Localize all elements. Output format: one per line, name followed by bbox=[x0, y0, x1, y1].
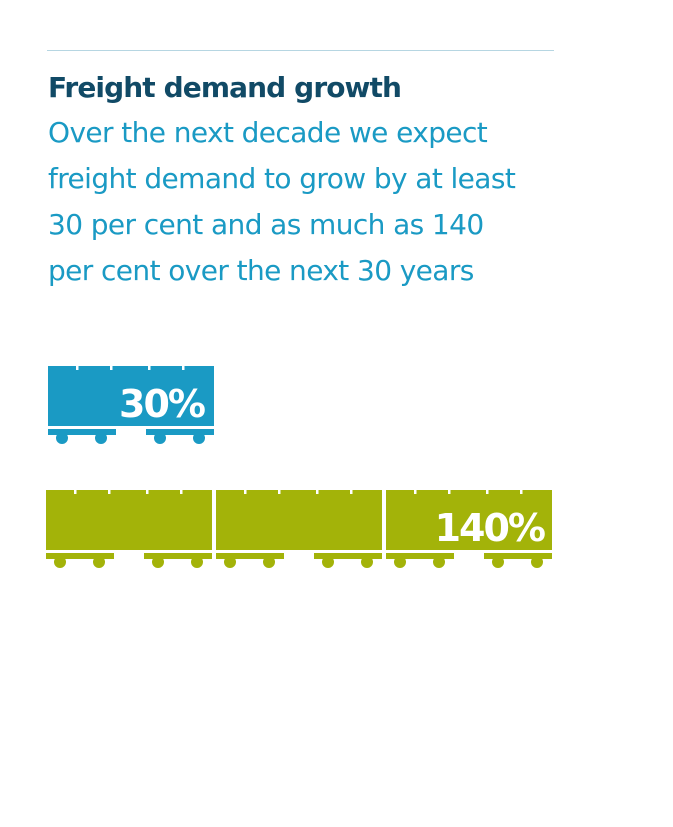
top-divider bbox=[47, 50, 554, 51]
freight-train-30-icon: 30% bbox=[48, 366, 214, 444]
page-subtitle: Over the next decade we expect freight d… bbox=[48, 116, 516, 287]
page-title: Freight demand growth bbox=[48, 71, 402, 104]
wagon-2 bbox=[216, 490, 382, 568]
wagon-3 bbox=[386, 490, 552, 568]
wagons-group bbox=[46, 490, 552, 568]
train-label-140: 140% bbox=[435, 506, 545, 550]
wagons-group bbox=[48, 366, 214, 444]
wagon-1 bbox=[46, 490, 212, 568]
wagon-1 bbox=[48, 366, 214, 444]
freight-train-140-icon: 140% bbox=[46, 490, 552, 568]
train-label-30: 30% bbox=[119, 382, 205, 426]
